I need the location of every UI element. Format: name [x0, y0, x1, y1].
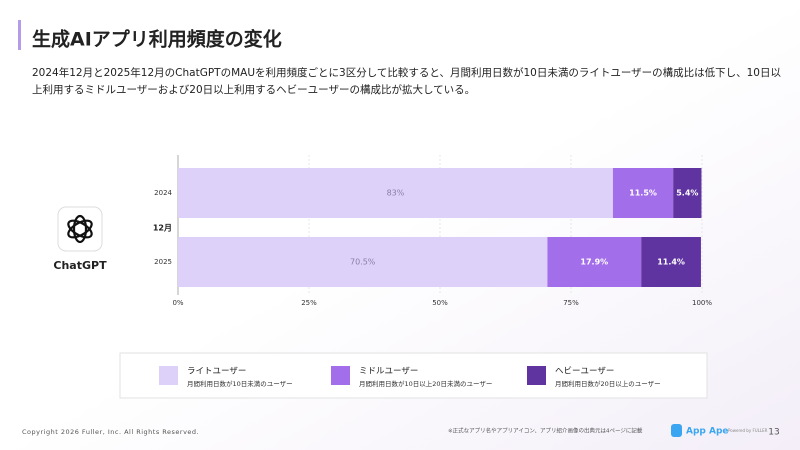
powered-by: Powered by FULLER	[728, 428, 768, 433]
y-tick-label: 2024	[154, 189, 172, 197]
x-tick-label: 25%	[301, 299, 317, 307]
source-note: ※正式なアプリ名やアプリアイコン、アプリ紹介画像の出典元は4ページに記載	[448, 427, 643, 435]
y-group-label: 12月	[153, 224, 172, 233]
copyright: Copyright 2026 Fuller, Inc. All Rights R…	[22, 428, 199, 436]
x-tick-label: 50%	[432, 299, 448, 307]
bar-segment	[641, 237, 701, 287]
legend-description: 月間利用日数が20日以上のユーザー	[555, 379, 661, 388]
bar-segment	[178, 168, 613, 218]
legend-swatch	[331, 366, 350, 385]
legend-description: 月間利用日数が10日未満のユーザー	[187, 379, 293, 388]
y-tick-label: 2025	[154, 258, 172, 266]
legend-description: 月間利用日数が10日以上20日未満のユーザー	[359, 379, 492, 388]
value-label: 11.4%	[657, 258, 685, 267]
value-label: 83%	[387, 189, 405, 198]
app-icon	[57, 206, 103, 252]
legend-box	[119, 352, 708, 399]
app-name: ChatGPT	[53, 259, 107, 272]
value-label: 11.5%	[629, 189, 657, 198]
legend-label: ミドルユーザー	[359, 367, 418, 377]
bar-segment	[612, 168, 674, 218]
description: 2024年12月と2025年12月のChatGPTのMAUを利用頻度ごとに3区分…	[32, 67, 781, 96]
brand: App Ape	[686, 427, 729, 437]
title: 生成AIアプリ利用頻度の変化	[32, 28, 282, 51]
legend-swatch	[527, 366, 546, 385]
x-tick-label: 100%	[692, 299, 712, 307]
value-label: 17.9%	[580, 258, 608, 267]
bar-segment	[547, 237, 642, 287]
icon-logo	[67, 214, 93, 244]
legend-swatch	[159, 366, 178, 385]
value-label: 70.5%	[350, 258, 376, 267]
page-number: 13	[768, 428, 779, 438]
x-tick-label: 75%	[563, 299, 579, 307]
bar-segment	[178, 237, 548, 287]
x-tick-label: 0%	[172, 299, 183, 307]
icon-frame	[57, 206, 103, 252]
description-box: 2024年12月と2025年12月のChatGPTのMAUを利用頻度ごとに3区分…	[32, 67, 781, 96]
legend-label: ライトユーザー	[187, 367, 246, 377]
legend-label: ヘビーユーザー	[555, 367, 614, 377]
brand-logo	[671, 424, 682, 437]
bar-segment	[673, 168, 702, 218]
title-accent	[18, 20, 21, 50]
value-label: 5.4%	[676, 189, 698, 198]
